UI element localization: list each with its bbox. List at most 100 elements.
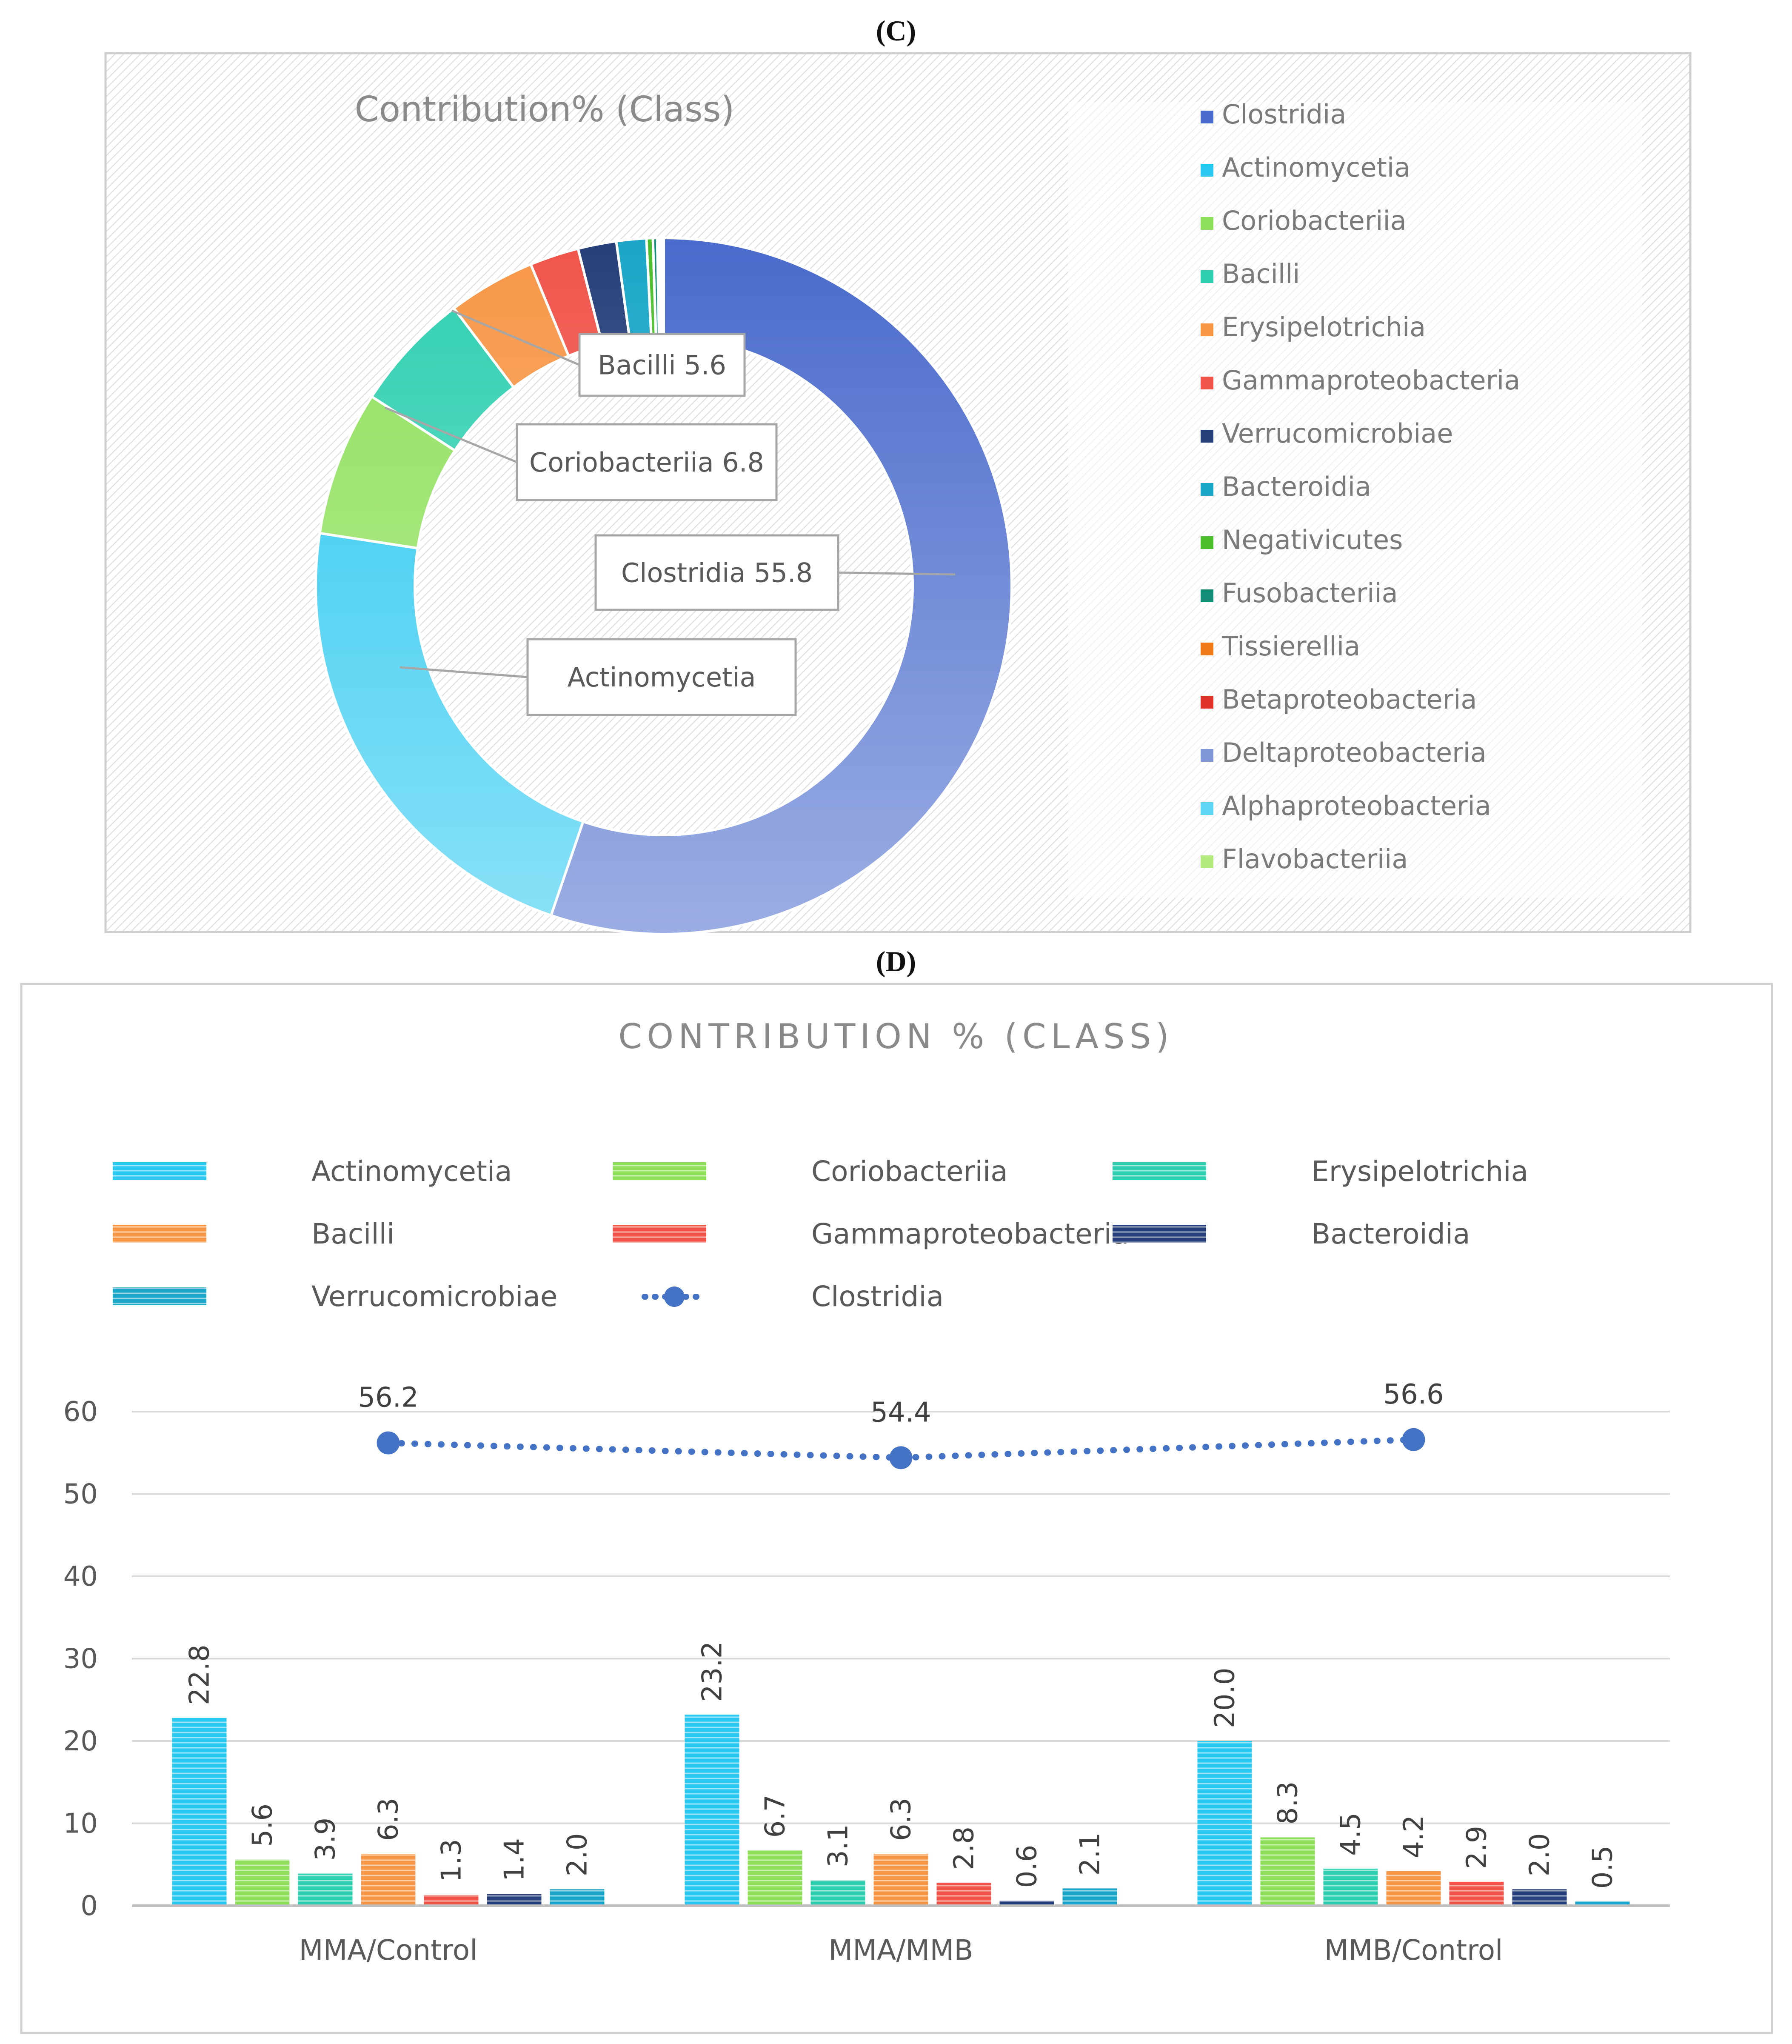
donut-callouts: Bacilli 5.6 Coriobacteriia 6.8 Clostridia … bbox=[385, 309, 956, 716]
bar-value-label: 6.3 bbox=[886, 1798, 917, 1841]
bar-value-label: 1.4 bbox=[499, 1838, 531, 1881]
bar-texture bbox=[172, 1718, 227, 1906]
bar-texture bbox=[1512, 1889, 1567, 1906]
bar-value-label: 2.9 bbox=[1461, 1826, 1493, 1869]
legend-label-flavobacteriia: Flavobacteriia bbox=[1222, 843, 1408, 875]
legend-label-bacilli: Bacilli bbox=[1222, 258, 1300, 289]
bar-legend-marker-clostridia bbox=[664, 1286, 685, 1307]
callout-label-bacilli-5-6: Bacilli 5.6 bbox=[598, 350, 726, 381]
line-marker-clostridia bbox=[1402, 1428, 1425, 1451]
bar-legend-label-gammaproteobacteria: Gammaproteobacteria bbox=[811, 1218, 1129, 1250]
bar-texture bbox=[685, 1715, 739, 1906]
bar-legend: Actinomycetia Coriobacteriia Erysipelotric… bbox=[113, 1155, 1528, 1313]
legend-swatch-verrucomicrobiae bbox=[1201, 430, 1213, 443]
donut-legend: Clostridia Actinomycetia Coriobacteriia Bac… bbox=[1201, 99, 1520, 875]
bar-series: 22.8 5.6 3.9 6.3 1.3 1.4 2.0 23.2 6.7 3.1 6.3 2.8 0.… bbox=[172, 1641, 1630, 1906]
y-tick-label: 20 bbox=[63, 1726, 98, 1757]
y-tick-label: 0 bbox=[80, 1890, 98, 1922]
y-tick-label: 10 bbox=[63, 1808, 98, 1840]
bar-texture bbox=[999, 1901, 1054, 1906]
bar-x-axis: MMA/Control MMA/MMB MMB/Control bbox=[132, 1904, 1670, 1967]
bar-legend-swatch-texture bbox=[613, 1225, 706, 1243]
y-tick-label: 60 bbox=[63, 1396, 98, 1428]
bar-value-label: 0.5 bbox=[1587, 1846, 1619, 1889]
callout-label-coriobacteriia-6-8: Coriobacteriia 6.8 bbox=[529, 447, 764, 478]
legend-label-clostridia: Clostridia bbox=[1222, 99, 1346, 130]
bar-texture bbox=[810, 1880, 865, 1906]
bar-legend-swatch-texture bbox=[113, 1287, 206, 1305]
callout-leader-line bbox=[399, 666, 528, 678]
callout-box bbox=[526, 638, 797, 716]
panel-c-label: (C) bbox=[876, 14, 916, 47]
bar-value-label: 1.3 bbox=[436, 1839, 468, 1882]
bar-texture bbox=[1260, 1837, 1315, 1906]
bar-value-label: 20.0 bbox=[1210, 1668, 1241, 1729]
bar-value-label: 4.5 bbox=[1335, 1812, 1367, 1856]
callout-box bbox=[578, 333, 746, 397]
bar-value-label: 22.8 bbox=[184, 1644, 216, 1705]
bar-legend-label-actinomycetia: Actinomycetia bbox=[311, 1155, 512, 1188]
x-tick-label-mma-mmb: MMA/MMB bbox=[828, 1934, 973, 1967]
bar-legend-swatch-texture bbox=[1113, 1162, 1206, 1180]
bar-legend-swatch-texture bbox=[113, 1225, 206, 1243]
bar-legend-label-bacteroidia: Bacteroidia bbox=[1311, 1218, 1470, 1250]
panel-d-label: (D) bbox=[876, 945, 916, 978]
bar-value-label: 3.1 bbox=[823, 1824, 854, 1867]
legend-label-negativicutes: Negativicutes bbox=[1222, 524, 1403, 555]
legend-swatch-deltaproteobacteria bbox=[1201, 749, 1213, 762]
legend-label-tissierellia: Tissierellia bbox=[1221, 631, 1360, 662]
legend-swatch-actinomycetia bbox=[1201, 164, 1213, 177]
x-tick-label-mmb-control: MMB/Control bbox=[1324, 1934, 1503, 1967]
bar-value-label: 2.0 bbox=[562, 1833, 594, 1877]
bar-texture bbox=[1197, 1741, 1252, 1906]
legend-label-coriobacteriia: Coriobacteriia bbox=[1222, 205, 1407, 236]
legend-label-deltaproteobacteria: Deltaproteobacteria bbox=[1222, 737, 1487, 768]
legend-label-verrucomicrobiae: Verrucomicrobiae bbox=[1222, 418, 1453, 449]
bar-texture bbox=[1575, 1901, 1630, 1906]
legend-swatch-gammaproteobacteria bbox=[1201, 377, 1213, 389]
line-series: 56.2 54.4 56.6 bbox=[358, 1379, 1444, 1469]
callout-leader-line bbox=[385, 406, 517, 463]
legend-swatch-erysipelotrichia bbox=[1201, 323, 1213, 336]
legend-swatch-coriobacteriia bbox=[1201, 217, 1213, 230]
legend-label-actinomycetia: Actinomycetia bbox=[1222, 152, 1410, 183]
legend-swatch-bacilli bbox=[1201, 270, 1213, 283]
bar-value-label: 3.9 bbox=[310, 1818, 342, 1861]
bar-value-label: 0.6 bbox=[1012, 1845, 1043, 1888]
bar-texture bbox=[1323, 1868, 1378, 1906]
bar-legend-label-erysipelotrichia: Erysipelotrichia bbox=[1311, 1155, 1528, 1188]
y-tick-label: 50 bbox=[63, 1479, 98, 1510]
legend-label-betaproteobacteria: Betaproteobacteria bbox=[1222, 684, 1477, 715]
legend-label-alphaproteobacteria: Alphaproteobacteria bbox=[1222, 790, 1491, 821]
bar-value-label: 6.7 bbox=[760, 1795, 791, 1838]
donut-chart-title: Contribution% (Class) bbox=[355, 89, 735, 130]
bar-chart-title: CONTRIBUTION % (CLASS) bbox=[618, 1017, 1173, 1056]
callout-box bbox=[516, 423, 778, 501]
legend-swatch-flavobacteriia bbox=[1201, 855, 1213, 868]
bar-value-label: 2.0 bbox=[1524, 1833, 1556, 1877]
bar-texture bbox=[235, 1859, 290, 1906]
callout-leader-line bbox=[451, 309, 580, 366]
bar-texture bbox=[873, 1854, 928, 1906]
bar-value-label: 2.1 bbox=[1075, 1832, 1106, 1876]
legend-swatch-clostridia bbox=[1201, 111, 1213, 123]
legend-swatch-tissierellia bbox=[1201, 643, 1213, 655]
bar-legend-swatch-texture bbox=[113, 1162, 206, 1180]
line-value-label: 56.2 bbox=[358, 1382, 419, 1414]
bar-grid: 0 10 20 30 40 50 60 bbox=[63, 1396, 1670, 1922]
bar-legend-label-coriobacteriia: Coriobacteriia bbox=[811, 1155, 1008, 1188]
line-value-label: 56.6 bbox=[1383, 1379, 1444, 1410]
legend-swatch-betaproteobacteria bbox=[1201, 696, 1213, 709]
line-marker-clostridia bbox=[889, 1446, 913, 1469]
legend-label-gammaproteobacteria: Gammaproteobacteria bbox=[1222, 365, 1520, 396]
bar-texture bbox=[748, 1850, 802, 1906]
bar-legend-label-verrucomicrobiae: Verrucomicrobiae bbox=[311, 1280, 558, 1313]
legend-swatch-bacteroidia bbox=[1201, 483, 1213, 496]
y-tick-label: 40 bbox=[63, 1561, 98, 1592]
legend-swatch-alphaproteobacteria bbox=[1201, 802, 1213, 815]
line-value-label: 54.4 bbox=[870, 1397, 931, 1428]
legend-swatch-fusobacteriia bbox=[1201, 589, 1213, 602]
bar-legend-label-clostridia: Clostridia bbox=[811, 1280, 944, 1313]
bar-value-label: 2.8 bbox=[949, 1827, 980, 1870]
